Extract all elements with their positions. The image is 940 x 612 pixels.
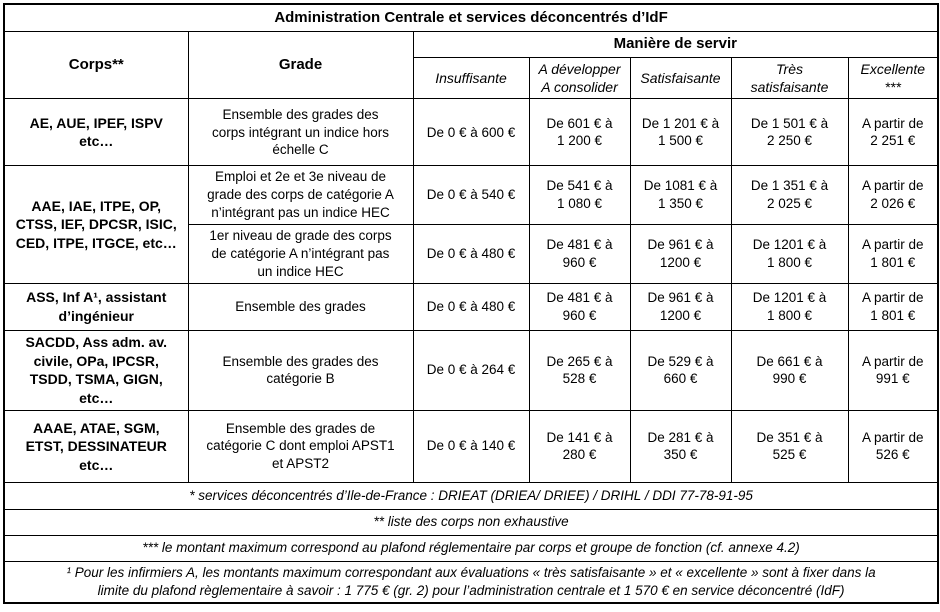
value-tres-satisfaisante: De 1201 € à 1 800 € [730, 282, 849, 331]
grade-cell: Ensemble des grades [187, 282, 414, 331]
value-insuffisante: De 0 € à 540 € [412, 165, 530, 225]
corps-cell: AAE, IAE, ITPE, OP, CTSS, IEF, DPCSR, IS… [3, 165, 189, 284]
value-excellente: A partir de 2 251 € [847, 98, 939, 167]
corps-cell: ASS, Inf A¹, assistant d’ingénieur [3, 282, 189, 331]
value-insuffisante: De 0 € à 480 € [412, 282, 530, 331]
value-tres-satisfaisante: De 1 351 € à 2 025 € [730, 165, 849, 225]
header-level-excellente: Excellente *** [847, 56, 939, 100]
header-maniere-de-servir: Manière de servir [412, 30, 939, 58]
value-a-developper: De 141 € à 280 € [528, 409, 631, 483]
value-a-developper: De 481 € à 960 € [528, 282, 631, 331]
corps-cell: SACDD, Ass adm. av. civile, OPa, IPCSR, … [3, 329, 189, 411]
value-insuffisante: De 0 € à 600 € [412, 98, 530, 167]
value-tres-satisfaisante: De 1 501 € à 2 250 € [730, 98, 849, 167]
table-title: Administration Centrale et services déco… [3, 3, 939, 32]
table-row: ASS, Inf A¹, assistant d’ingénieur Ensem… [3, 282, 939, 331]
value-tres-satisfaisante: De 1201 € à 1 800 € [730, 223, 849, 284]
value-a-developper: De 541 € à 1 080 € [528, 165, 631, 225]
value-insuffisante: De 0 € à 480 € [412, 223, 530, 284]
header-level-satisfaisante: Satisfaisante [629, 56, 732, 100]
header-grade: Grade [187, 30, 414, 100]
table-row: AAE, IAE, ITPE, OP, CTSS, IEF, DPCSR, IS… [3, 165, 939, 284]
value-excellente: A partir de 1 801 € [847, 223, 939, 284]
value-a-developper: De 481 € à 960 € [528, 223, 631, 284]
grade-cell: Emploi et 2e et 3e niveau de grade des c… [187, 165, 414, 225]
header-row-levels: Insuffisante A développer A consolider S… [4, 56, 939, 100]
header-level-tres-satisfaisante: Très satisfaisante [730, 56, 849, 100]
value-satisfaisante: De 529 € à 660 € [629, 329, 732, 411]
value-a-developper: De 601 € à 1 200 € [528, 98, 631, 167]
value-tres-satisfaisante: De 351 € à 525 € [730, 409, 849, 483]
grade-cell: 1er niveau de grade des corps de catégor… [187, 223, 414, 284]
value-excellente: A partir de 991 € [847, 329, 939, 411]
value-insuffisante: De 0 € à 140 € [412, 409, 530, 483]
grade-cell: Ensemble des grades des catégorie B [187, 329, 414, 411]
grade-cell: Ensemble des grades de catégorie C dont … [187, 409, 414, 483]
header-level-a-developper: A développer A consolider [528, 56, 631, 100]
value-excellente: A partir de 1 801 € [847, 282, 939, 331]
footnote-infirmiers: ¹ Pour les infirmiers A, les montants ma… [3, 560, 939, 604]
value-satisfaisante: De 281 € à 350 € [629, 409, 732, 483]
value-insuffisante: De 0 € à 264 € [412, 329, 530, 411]
table-row: AAAE, ATAE, SGM, ETST, DESSINATEUR etc… … [3, 409, 939, 483]
table-row: AE, AUE, IPEF, ISPV etc… Ensemble des gr… [3, 98, 939, 167]
header-corps: Corps** [3, 30, 189, 100]
grade-cell: Ensemble des grades des corps intégrant … [187, 98, 414, 167]
value-excellente: A partir de 2 026 € [847, 165, 939, 225]
value-satisfaisante: De 1081 € à 1 350 € [629, 165, 732, 225]
footnote-services-deconcentres: * services déconcentrés d’Ile-de-France … [3, 481, 939, 510]
value-satisfaisante: De 961 € à 1200 € [629, 223, 732, 284]
value-excellente: A partir de 526 € [847, 409, 939, 483]
table-title-row: Administration Centrale et services déco… [3, 3, 939, 32]
corps-cell: AE, AUE, IPEF, ISPV etc… [3, 98, 189, 167]
footnote-row: ¹ Pour les infirmiers A, les montants ma… [3, 560, 939, 604]
header-level-insuffisante: Insuffisante [412, 56, 530, 100]
value-tres-satisfaisante: De 661 € à 990 € [730, 329, 849, 411]
value-satisfaisante: De 1 201 € à 1 500 € [629, 98, 732, 167]
footnote-row: ** liste des corps non exhaustive [3, 508, 939, 536]
header-row-top: Corps** Grade Manière de servir [3, 30, 939, 100]
footnote-liste-corps: ** liste des corps non exhaustive [3, 508, 939, 536]
footnote-montant-maximum: *** le montant maximum correspond au pla… [3, 534, 939, 562]
value-a-developper: De 265 € à 528 € [528, 329, 631, 411]
value-satisfaisante: De 961 € à 1200 € [629, 282, 732, 331]
footnote-row: *** le montant maximum correspond au pla… [3, 534, 939, 562]
remuneration-table: Administration Centrale et services déco… [3, 3, 940, 604]
table-row: SACDD, Ass adm. av. civile, OPa, IPCSR, … [3, 329, 939, 411]
footnote-row: * services déconcentrés d’Ile-de-France … [3, 481, 939, 510]
corps-cell: AAAE, ATAE, SGM, ETST, DESSINATEUR etc… [3, 409, 189, 483]
